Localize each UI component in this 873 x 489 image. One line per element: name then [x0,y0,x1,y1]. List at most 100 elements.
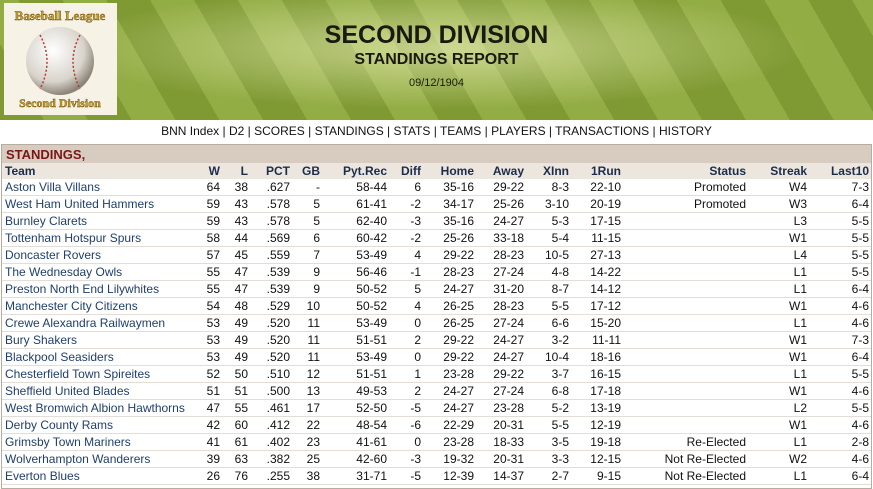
column-header-row [2,163,871,179]
team-link[interactable]: Doncaster Rovers [5,248,102,262]
team-link[interactable]: Chesterfield Town Spireites [5,367,151,381]
cell-value: .529 [266,299,290,313]
team-link[interactable]: The Wednesday Owls [5,265,123,279]
team-link[interactable]: Sheffield United Blades [5,384,130,398]
team-link[interactable]: West Ham United Hammers [5,197,155,211]
team-link[interactable]: Preston North End Lilywhites [5,282,160,296]
team-link[interactable]: Burnley Clarets [5,214,88,228]
nav-link[interactable]: TEAMS [439,124,482,138]
subtitle: STANDINGS REPORT [354,51,519,68]
cell-value: 28-23 [493,248,524,262]
cell-value: 1 [414,367,421,381]
cell-value: 4-6 [851,299,869,313]
cell-value: 3-7 [551,367,569,381]
cell-value: W1 [789,350,807,364]
nav-link[interactable]: STANDINGS [314,124,384,138]
team-link[interactable]: Blackpool Seasiders [5,350,114,364]
cell-value: 53 [206,333,220,347]
team-link[interactable]: Derby County Rams [5,418,114,432]
team-link[interactable]: West Bromwich Albion Hawthorns [5,401,185,415]
cell-value: 2 [414,333,421,347]
cell-value: 47 [234,282,248,296]
cell-value: 48-54 [356,418,387,432]
cell-value: 27-24 [493,384,524,398]
cell-value: 53 [206,350,220,364]
cell-value: 6-4 [851,350,869,364]
cell-value: 15-20 [590,316,621,330]
team-link[interactable]: Everton Blues [5,469,80,483]
team-link[interactable]: Bury Shakers [5,333,78,347]
cell-value: 58 [206,231,220,245]
cell-value: 20-19 [590,197,621,211]
title: SECOND DIVISION [324,21,549,49]
nav-link[interactable]: BNN Index [161,124,220,138]
column-header: Streak [770,164,807,178]
cell-value: -3 [410,452,421,466]
cell-value: 6 [313,231,320,245]
cell-value: 14-37 [493,469,524,483]
cell-value: L1 [793,367,807,381]
cell-value: 49 [234,350,248,364]
column-header: W [208,164,220,178]
cell-value: .500 [266,384,290,398]
row-divider [2,399,871,400]
cell-value: 3-2 [551,333,569,347]
nav-link[interactable]: PLAYERS [491,124,546,138]
team-link[interactable]: Manchester City Citizens [5,299,138,313]
cell-value: 12-39 [443,469,474,483]
cell-value: 19-18 [590,435,621,449]
cell-value: W1 [789,299,807,313]
cell-value: 23-28 [493,401,524,415]
cell-value: 5-5 [551,299,569,313]
cell-value: 5-5 [851,248,869,262]
row-divider [2,263,871,264]
cell-value: 24-27 [493,214,524,228]
row-divider [2,348,871,349]
team-link[interactable]: Aston Villa Villans [5,180,100,194]
team-link[interactable]: Grimsby Town Mariners [5,435,131,449]
cell-value: Promoted [693,197,746,211]
team-link[interactable]: Wolverhampton Wanderers [5,452,151,466]
cell-value: 35-16 [443,214,474,228]
cell-value: 6-6 [551,316,569,330]
cell-value: 5-5 [851,367,869,381]
row-divider [2,229,871,230]
cell-value: 53 [206,316,220,330]
nav-link[interactable]: HISTORY [658,124,712,138]
cell-value: 10-4 [544,350,569,364]
cell-value: 60 [234,418,248,432]
cell-value: 10 [306,299,320,313]
logo: Baseball League Second Division [4,3,117,115]
cell-value: 2-8 [851,435,869,449]
cell-value: 11 [307,350,320,364]
cell-value: L1 [793,435,807,449]
cell-value: 55 [234,401,248,415]
column-header: Away [492,164,524,178]
cell-value: 24-27 [493,350,524,364]
cell-value: 17-12 [590,299,621,313]
cell-value: 26 [206,469,220,483]
cell-value: Promoted [693,180,746,194]
cell-value: L1 [793,282,807,296]
cell-value: .520 [266,316,290,330]
cell-value: 56-46 [356,265,387,279]
row-divider [2,280,871,281]
cell-value: 31-71 [356,469,387,483]
row-divider [2,382,871,383]
cell-value: 11 [307,316,320,330]
nav-link[interactable]: SCORES [254,124,305,138]
cell-value: 76 [234,469,248,483]
cell-value: 35-16 [443,180,474,194]
row-divider [2,195,871,196]
cell-value: 0 [414,316,421,330]
cell-value: 59 [206,197,220,211]
team-link[interactable]: Tottenham Hotspur Spurs [5,231,142,245]
nav-link[interactable]: TRANSACTIONS [555,124,650,138]
nav-link[interactable]: STATS [393,124,431,138]
cell-value: 4-6 [851,316,869,330]
cell-value: 57 [206,248,220,262]
cell-value: 5-5 [551,418,569,432]
team-link[interactable]: Crewe Alexandra Railwaymen [5,316,166,330]
nav-link[interactable]: D2 [228,124,245,138]
cell-value: 34-17 [443,197,474,211]
